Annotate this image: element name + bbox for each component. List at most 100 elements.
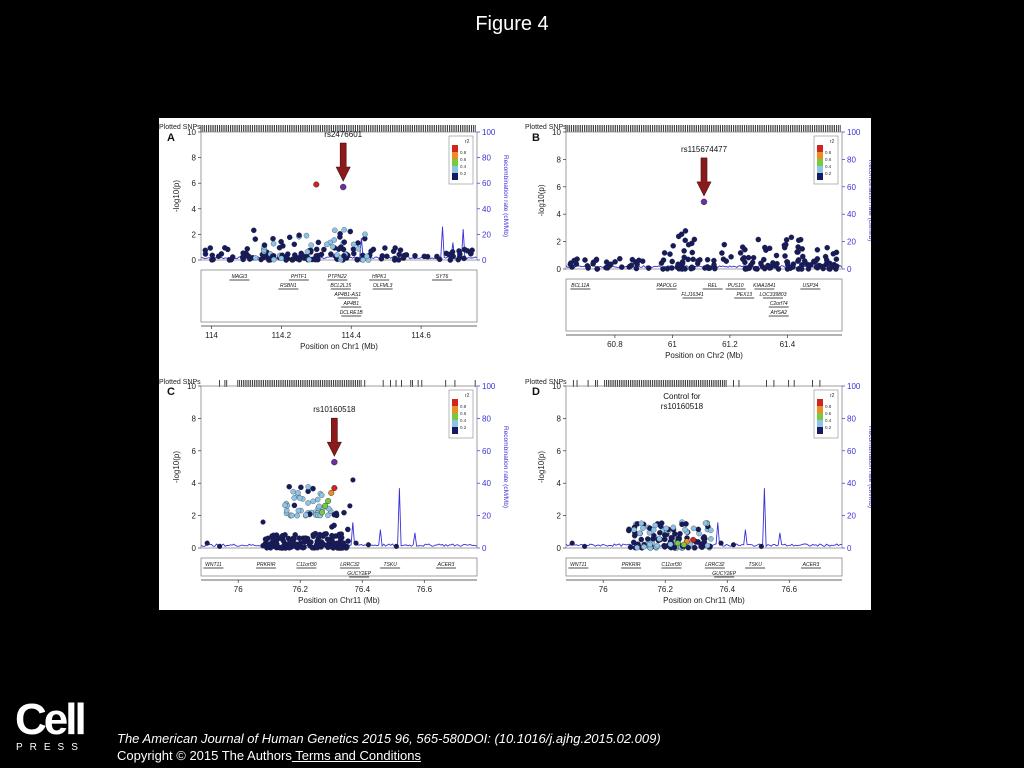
gene-name: C11orf30 xyxy=(661,562,681,568)
snp-point-highlight xyxy=(331,485,338,492)
snp-point xyxy=(289,512,295,519)
snp-point xyxy=(286,234,293,241)
recomb-tick-label: 80 xyxy=(847,155,856,164)
snp-point xyxy=(321,246,327,253)
legend-label: 0.6 xyxy=(825,157,832,162)
panel-b: Plotted SNPs 0 2 4 6 8 10 -log10(p) 0 20 40 60 80 100… xyxy=(525,124,871,360)
legend-swatch xyxy=(817,159,823,166)
recomb-tick-label: 60 xyxy=(847,447,856,456)
snp-point xyxy=(285,251,291,257)
snp-point xyxy=(676,266,682,272)
snp-point xyxy=(645,536,651,542)
panel-c: Plotted SNPs 0 2 4 6 8 10 -log10(p) 0 20 40 60 80 100… xyxy=(159,379,509,605)
snp-point xyxy=(331,511,337,518)
recomb-tick-label: 20 xyxy=(847,512,856,521)
snp-point xyxy=(334,252,340,258)
recomb-tick-label: 40 xyxy=(847,210,856,219)
y-tick-label: 8 xyxy=(557,414,562,423)
x-tick-label: 76.2 xyxy=(657,585,673,594)
snp-point xyxy=(639,258,646,264)
panel-letter: D xyxy=(532,386,540,398)
legend-label: 0.4 xyxy=(825,418,832,423)
snp-point xyxy=(270,240,277,247)
snp-point xyxy=(719,250,725,256)
snp-point-highlight xyxy=(674,540,681,547)
recomb-tick-label: 0 xyxy=(847,265,852,274)
y-tick-label: 6 xyxy=(557,183,562,192)
recomb-tick-label: 20 xyxy=(482,230,491,239)
gene-track: BCL11A PAPOLG REL PUS10 KIAA1841 USP34 FLJ1634… xyxy=(570,283,821,317)
gene-track-frame xyxy=(200,557,478,577)
x-axis-label: Position on Chr2 (Mb) xyxy=(665,351,743,360)
snp-point xyxy=(319,542,325,548)
terms-link[interactable]: Terms and Conditions xyxy=(291,748,421,763)
snp-point-highlight xyxy=(318,509,325,516)
lead-snp-label: rs10160518 xyxy=(313,405,356,414)
snp-point xyxy=(202,247,209,254)
snp-point xyxy=(822,253,829,260)
snp-point xyxy=(692,544,698,551)
snp-point xyxy=(306,256,312,263)
gene-name: AP4B1-AS1 xyxy=(333,292,361,298)
snp-point xyxy=(298,250,304,257)
snp-point xyxy=(670,243,676,249)
snp-point xyxy=(683,521,689,527)
snp-point xyxy=(658,260,665,266)
snp-point xyxy=(461,255,467,262)
snp-point xyxy=(800,253,806,260)
snp-point xyxy=(455,256,461,263)
legend-swatch xyxy=(452,399,458,406)
snp-point xyxy=(286,545,293,551)
snp-point xyxy=(730,542,737,548)
recomb-tick-label: 60 xyxy=(847,183,856,192)
gene-track: WNT11 PRKRIR C11orf30 LRRC32 TSKU ACER3 GUCY2E… xyxy=(203,562,456,578)
plotted-snps-track xyxy=(200,125,476,132)
legend-swatch xyxy=(817,173,823,180)
lead-snp-arrow xyxy=(326,417,342,457)
copyright-text: Copyright © 2015 The Authors xyxy=(117,748,292,763)
snp-point xyxy=(689,264,695,270)
snp-point xyxy=(296,495,303,501)
snp-point xyxy=(341,239,348,245)
snp-point xyxy=(682,228,689,234)
snp-point xyxy=(669,265,675,271)
snp-point xyxy=(314,496,321,503)
snp-point xyxy=(278,255,285,262)
snp-point xyxy=(584,263,591,269)
gene-name: GUCY2EP xyxy=(712,571,737,577)
recomb-tick-label: 40 xyxy=(482,205,491,214)
gene-track-frame xyxy=(565,557,843,577)
legend-swatch xyxy=(452,159,458,166)
snp-point xyxy=(661,250,668,256)
snp-point xyxy=(353,540,359,546)
legend-title: r2 xyxy=(830,139,835,145)
snp-point xyxy=(291,495,298,501)
citation: The American Journal of Human Genetics 2… xyxy=(117,731,661,746)
y-tick-label: 10 xyxy=(552,382,561,391)
legend-swatch xyxy=(817,152,823,159)
snp-point-highlight xyxy=(325,498,332,505)
recomb-tick-label: 80 xyxy=(847,414,856,423)
snp-point xyxy=(783,237,790,243)
snp-point xyxy=(808,261,814,268)
gene-name: GUCY2EP xyxy=(347,571,372,577)
snp-point xyxy=(302,535,309,542)
snp-point xyxy=(344,543,350,550)
snp-point xyxy=(654,542,661,549)
snp-point xyxy=(656,536,663,542)
recomb-tick-label: 40 xyxy=(482,479,491,488)
snp-point xyxy=(782,253,788,259)
snp-point xyxy=(365,542,372,548)
snp-point xyxy=(469,247,475,253)
snp-point xyxy=(240,250,246,256)
snp-point xyxy=(758,543,764,549)
snp-point xyxy=(647,541,653,548)
snp-point xyxy=(362,231,368,238)
snp-point xyxy=(391,257,398,263)
snp-point xyxy=(689,240,695,247)
recomb-axis-label: Recombination rate (cM/Mb) xyxy=(502,426,509,508)
snp-point xyxy=(697,257,703,263)
snp-point xyxy=(267,543,273,549)
snp-point xyxy=(612,259,618,265)
snp-point xyxy=(291,241,298,248)
